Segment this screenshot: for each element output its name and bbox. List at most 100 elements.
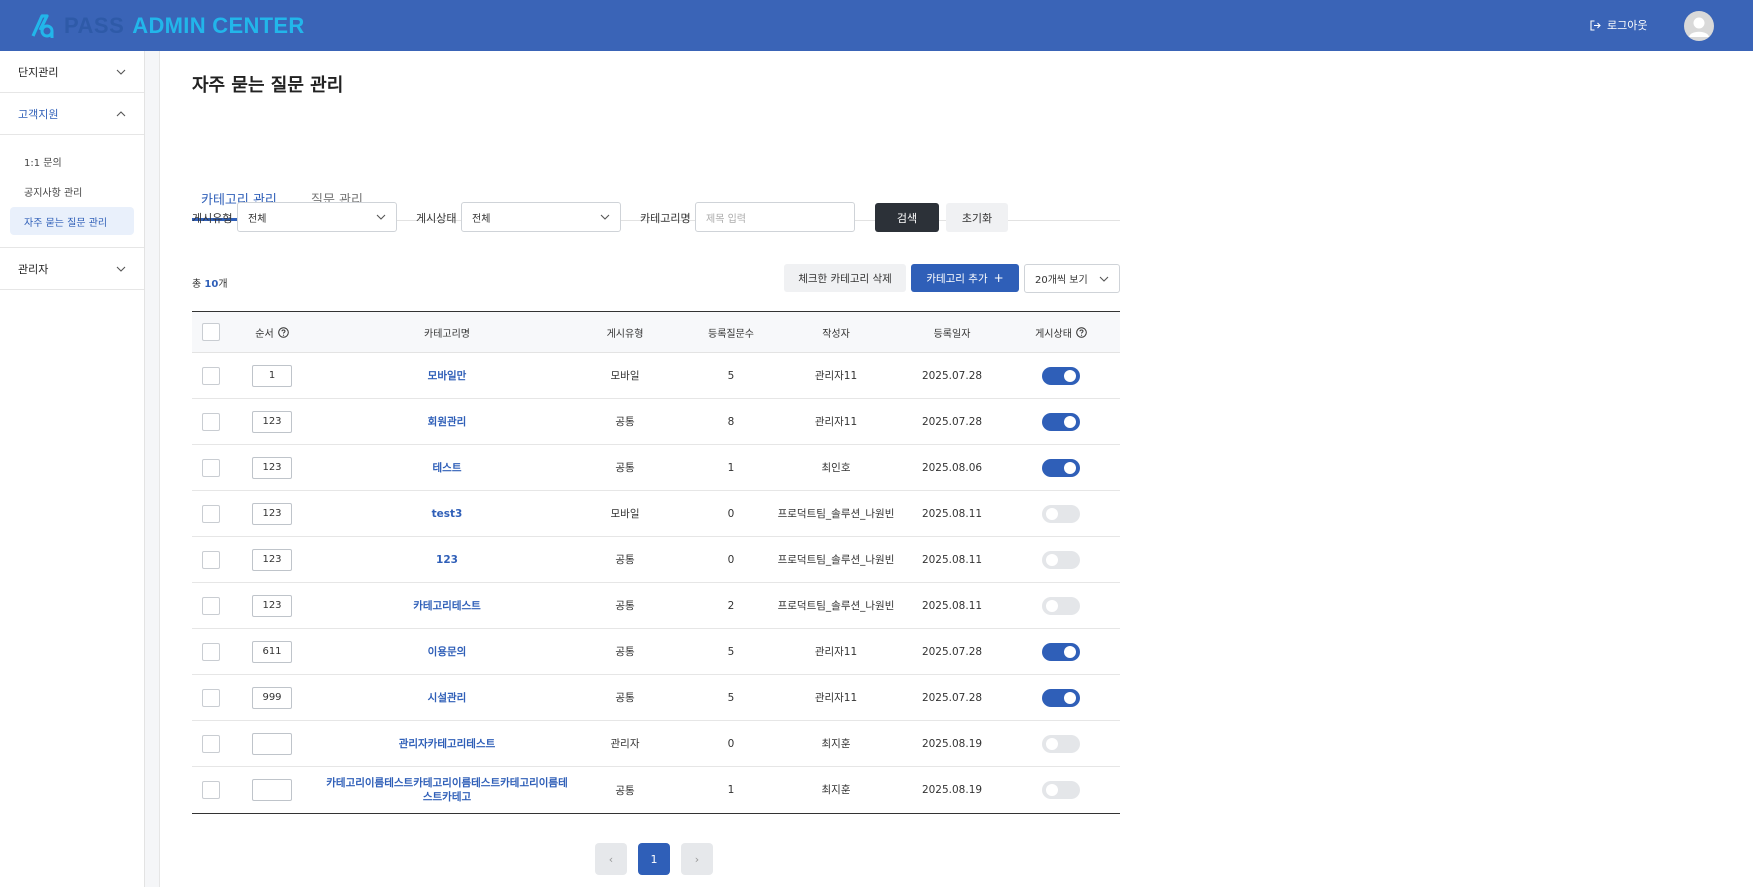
sidebar-submenu: 1:1 문의 공지사항 관리 자주 묻는 질문 관리 xyxy=(0,135,144,248)
per-page-select[interactable]: 20개씩 보기 xyxy=(1024,264,1120,293)
category-name-link[interactable]: 카테고리이름테스트카테고리이름테스트카테고리이름테스트카테고 xyxy=(326,777,568,803)
page-number-button[interactable]: 1 xyxy=(638,843,670,875)
delete-checked-button[interactable]: 체크한 카테고리 삭제 xyxy=(784,264,906,292)
chevron-up-icon xyxy=(116,110,126,116)
category-name-link[interactable]: 회원관리 xyxy=(427,415,467,428)
category-name-link[interactable]: 모바일만 xyxy=(427,369,467,382)
sidebar-group-support[interactable]: 고객지원 xyxy=(0,93,144,135)
author-cell: 프로덕트팀_솔루션_나원빈 xyxy=(776,583,896,628)
status-toggle[interactable] xyxy=(1042,642,1080,661)
sidebar-group-admin[interactable]: 관리자 xyxy=(0,248,144,290)
prev-page-button[interactable]: ‹ xyxy=(595,843,627,875)
row-checkbox-cell xyxy=(192,491,230,536)
col-order: 순서 xyxy=(242,312,302,352)
category-name-link[interactable]: 이용문의 xyxy=(427,645,467,658)
search-button[interactable]: 검색 xyxy=(875,203,939,232)
select-all-checkbox[interactable] xyxy=(202,323,220,341)
name-cell: 관리자카테고리테스트 xyxy=(322,721,572,766)
reset-button[interactable]: 초기화 xyxy=(946,203,1008,232)
date-cell: 2025.08.19 xyxy=(921,784,983,796)
avatar[interactable] xyxy=(1684,11,1714,41)
logout-button[interactable]: 로그아웃 xyxy=(1590,17,1647,33)
date-cell: 2025.07.28 xyxy=(921,369,983,382)
page-title: 자주 묻는 질문 관리 xyxy=(192,75,344,96)
order-input[interactable]: 1 xyxy=(252,364,292,387)
sidebar-item-notice[interactable]: 공지사항 관리 xyxy=(24,187,83,199)
sidebar-item-faq[interactable]: 자주 묻는 질문 관리 xyxy=(10,207,134,235)
sidebar-item-inquiry[interactable]: 1:1 문의 xyxy=(24,157,62,169)
order-cell: 123 xyxy=(242,583,302,628)
count-cell: 0 xyxy=(727,553,735,566)
row-checkbox[interactable] xyxy=(202,458,220,477)
status-toggle[interactable] xyxy=(1042,366,1080,385)
status-toggle[interactable] xyxy=(1042,458,1080,477)
order-cell: 123 xyxy=(242,491,302,536)
row-checkbox[interactable] xyxy=(202,596,220,615)
row-checkbox[interactable] xyxy=(202,734,220,753)
order-input[interactable]: 611 xyxy=(252,640,292,663)
sidebar-group-complex[interactable]: 단지관리 xyxy=(0,51,144,93)
order-input[interactable]: 123 xyxy=(252,502,292,525)
help-icon[interactable] xyxy=(277,326,289,338)
status-toggle[interactable] xyxy=(1042,550,1080,569)
row-checkbox[interactable] xyxy=(202,781,220,799)
name-cell: 이용문의 xyxy=(322,629,572,674)
toggle-knob xyxy=(1064,461,1076,474)
row-checkbox[interactable] xyxy=(202,504,220,523)
row-checkbox[interactable] xyxy=(202,550,220,569)
author-text: 최인호 xyxy=(821,461,851,474)
order-input[interactable]: 123 xyxy=(252,456,292,479)
row-checkbox[interactable] xyxy=(202,412,220,431)
category-name-link[interactable]: 시설관리 xyxy=(427,691,467,704)
category-name-link[interactable]: 관리자카테고리테스트 xyxy=(398,737,496,750)
table-row: 123 test3 모바일 0 프로덕트팀_솔루션_나원빈 2025.08.11 xyxy=(192,491,1120,537)
row-checkbox[interactable] xyxy=(202,688,220,707)
status-toggle[interactable] xyxy=(1042,734,1080,753)
status-toggle[interactable] xyxy=(1042,781,1080,799)
help-icon[interactable] xyxy=(1076,326,1087,338)
order-input[interactable] xyxy=(252,779,292,801)
order-input[interactable] xyxy=(252,732,292,755)
author-cell: 관리자11 xyxy=(776,675,896,720)
status-toggle[interactable] xyxy=(1042,688,1080,707)
category-name-link[interactable]: 123 xyxy=(436,553,458,566)
filter-status-select[interactable]: 전체 xyxy=(461,202,621,232)
order-cell: 611 xyxy=(242,629,302,674)
status-toggle[interactable] xyxy=(1042,504,1080,523)
row-checkbox-cell xyxy=(192,445,230,490)
order-input[interactable]: 123 xyxy=(252,594,292,617)
type-cell: 공통 xyxy=(615,554,635,566)
order-cell: 999 xyxy=(242,675,302,720)
date-cell: 2025.07.28 xyxy=(921,415,983,428)
category-name-link[interactable]: 카테고리테스트 xyxy=(413,599,481,612)
status-toggle[interactable] xyxy=(1042,412,1080,431)
order-input[interactable]: 123 xyxy=(252,548,292,571)
filter-type-select[interactable]: 전체 xyxy=(237,202,397,232)
table-row: 관리자카테고리테스트 관리자 0 최지훈 2025.08.19 xyxy=(192,721,1120,767)
author-text: 프로덕트팀_솔루션_나원빈 xyxy=(777,507,895,520)
category-name-link[interactable]: 테스트 xyxy=(432,461,462,474)
author-text: 최지훈 xyxy=(821,784,851,796)
count-cell: 1 xyxy=(727,784,735,796)
next-page-button[interactable]: › xyxy=(681,843,713,875)
col-author: 작성자 xyxy=(822,328,850,340)
status-cell xyxy=(1002,767,1120,813)
count-cell: 8 xyxy=(727,415,735,428)
category-name-link[interactable]: test3 xyxy=(431,507,463,520)
table-row: 611 이용문의 공통 5 관리자11 2025.07.28 xyxy=(192,629,1120,675)
add-category-button[interactable]: 카테고리 추가 + xyxy=(911,264,1019,292)
table-row: 123 회원관리 공통 8 관리자11 2025.07.28 xyxy=(192,399,1120,445)
logo-pass-text: PASS xyxy=(64,13,125,38)
category-name-input[interactable]: 제목 입력 xyxy=(695,202,855,232)
logo[interactable]: PASS ADMIN CENTER xyxy=(30,12,305,40)
order-input[interactable]: 999 xyxy=(252,686,292,709)
col-date: 등록일자 xyxy=(933,328,971,340)
order-input[interactable]: 123 xyxy=(252,410,292,433)
type-cell: 공통 xyxy=(615,462,635,474)
author-text: 관리자11 xyxy=(814,645,858,658)
row-checkbox[interactable] xyxy=(202,366,220,385)
status-toggle[interactable] xyxy=(1042,596,1080,615)
row-checkbox[interactable] xyxy=(202,642,220,661)
toggle-knob xyxy=(1064,415,1076,428)
table-header: 순서 카테고리명 게시유형 등록질문수 작성자 등록일자 게시상태 xyxy=(192,312,1120,353)
